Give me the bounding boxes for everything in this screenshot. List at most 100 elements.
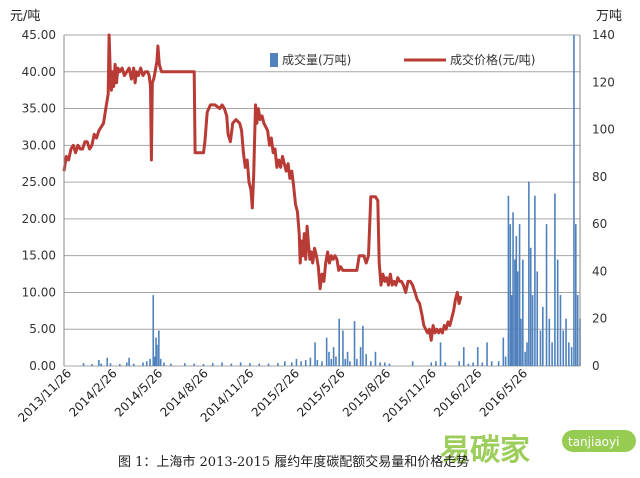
volume-bar — [142, 362, 144, 366]
volume-bar — [159, 358, 162, 366]
volume-bar — [551, 342, 553, 366]
volume-bar — [524, 351, 526, 366]
right-axis-unit-label: 万吨 — [596, 9, 622, 24]
right-axis-tick-label: 120 — [592, 75, 615, 89]
volume-bar — [91, 364, 93, 366]
left-axis-tick-label: 35.00 — [22, 102, 56, 116]
right-axis-tick-label: 0 — [592, 359, 600, 373]
volume-bar — [573, 35, 575, 366]
volume-bar — [304, 360, 307, 366]
volume-bar — [155, 337, 157, 366]
volume-bar — [379, 362, 381, 366]
volume-bar — [486, 342, 488, 366]
volume-bar — [344, 358, 347, 366]
volume-bar — [515, 235, 518, 366]
volume-bar — [163, 362, 165, 366]
volume-bar — [230, 363, 233, 366]
volume-bar — [332, 347, 335, 366]
volume-bar — [335, 356, 337, 366]
volume-bar — [356, 358, 358, 366]
volume-bar — [531, 295, 534, 366]
left-axis-unit-label: 元/吨 — [10, 9, 40, 24]
volume-bar — [476, 347, 479, 366]
volume-bar — [411, 361, 414, 366]
volume-bar — [170, 363, 172, 366]
volume-bar — [365, 354, 367, 366]
left-axis-tick-label: 40.00 — [22, 65, 56, 79]
volume-bar — [509, 224, 512, 366]
volume-bar — [316, 360, 319, 366]
volume-bar — [353, 321, 356, 366]
watermark-url-badge — [562, 430, 636, 452]
volume-bar — [522, 259, 524, 366]
volume-bars — [82, 35, 581, 366]
volume-bar — [221, 362, 223, 366]
right-axis-tick-label: 40 — [592, 264, 607, 278]
volume-bar — [158, 330, 160, 366]
volume-bar — [325, 337, 328, 366]
volume-bar — [330, 358, 333, 366]
x-axis-tick-label: 2016/5/26 — [477, 366, 530, 419]
volume-bar — [576, 295, 579, 366]
volume-bar — [362, 325, 364, 366]
left-axis-tick-label: 15.00 — [22, 249, 56, 263]
volume-bar — [481, 362, 484, 366]
left-axis-tick-label: 5.00 — [29, 322, 56, 336]
volume-bar — [239, 362, 242, 366]
volume-bar — [514, 259, 516, 366]
volume-bar — [211, 363, 214, 366]
volume-bar — [542, 306, 544, 366]
volume-bar — [562, 330, 565, 366]
watermark-logo: 易碳家 tanjiaoyi — [440, 430, 636, 468]
volume-bar — [467, 363, 470, 366]
right-axis-tick-label: 100 — [592, 123, 615, 137]
volume-bar — [152, 295, 155, 366]
legend: 成交量(万吨) 成交价格(元/吨) — [270, 52, 535, 67]
volume-bar — [374, 351, 377, 366]
figure-caption: 图 1：上海市 2013-2015 履约年度碳配额交易量和价格走势 — [118, 454, 469, 470]
volume-bar — [388, 363, 391, 366]
volume-bar — [290, 362, 293, 366]
volume-bar — [383, 362, 386, 366]
volume-bar — [342, 330, 344, 366]
volume-bar — [526, 342, 528, 366]
volume-bar — [82, 363, 85, 366]
volume-bar — [520, 318, 522, 366]
volume-bar — [444, 362, 446, 366]
price-line-layer — [62, 33, 463, 342]
volume-bar — [249, 363, 251, 366]
volume-bar — [314, 342, 316, 366]
volume-bar — [518, 224, 521, 366]
volume-bar — [328, 351, 330, 366]
volume-bar — [554, 193, 556, 366]
volume-bar — [258, 363, 261, 366]
volume-bar — [556, 259, 559, 366]
volume-bar — [359, 347, 362, 366]
volume-bar — [338, 318, 340, 366]
left-axis-tick-label: 30.00 — [22, 138, 56, 152]
volume-bar — [458, 361, 460, 366]
volume-bar — [202, 364, 205, 366]
volume-bar — [100, 363, 102, 366]
volume-bar — [98, 360, 100, 366]
volume-bar — [109, 363, 112, 366]
volume-bar — [300, 361, 302, 366]
left-axis-tick-label: 10.00 — [22, 285, 56, 299]
x-axis-tick-label: 2016/2/26 — [431, 366, 484, 419]
x-axis-tick-label: 2015/5/26 — [294, 366, 347, 419]
price-line — [62, 33, 463, 342]
volume-bar — [462, 347, 465, 366]
volume-bar — [346, 351, 349, 366]
left-axis-tick-label: 20.00 — [22, 212, 56, 226]
volume-bar — [575, 224, 577, 366]
volume-bar — [128, 357, 130, 366]
watermark-url: tanjiaoyi — [568, 435, 619, 449]
volume-bar — [153, 356, 156, 366]
x-axis-tick-label: 2014/2/26 — [66, 366, 119, 419]
volume-bar — [510, 295, 513, 366]
volume-bar — [435, 361, 437, 366]
x-axis-tick-label: 2014/5/26 — [112, 366, 165, 419]
volume-bar — [106, 357, 109, 366]
